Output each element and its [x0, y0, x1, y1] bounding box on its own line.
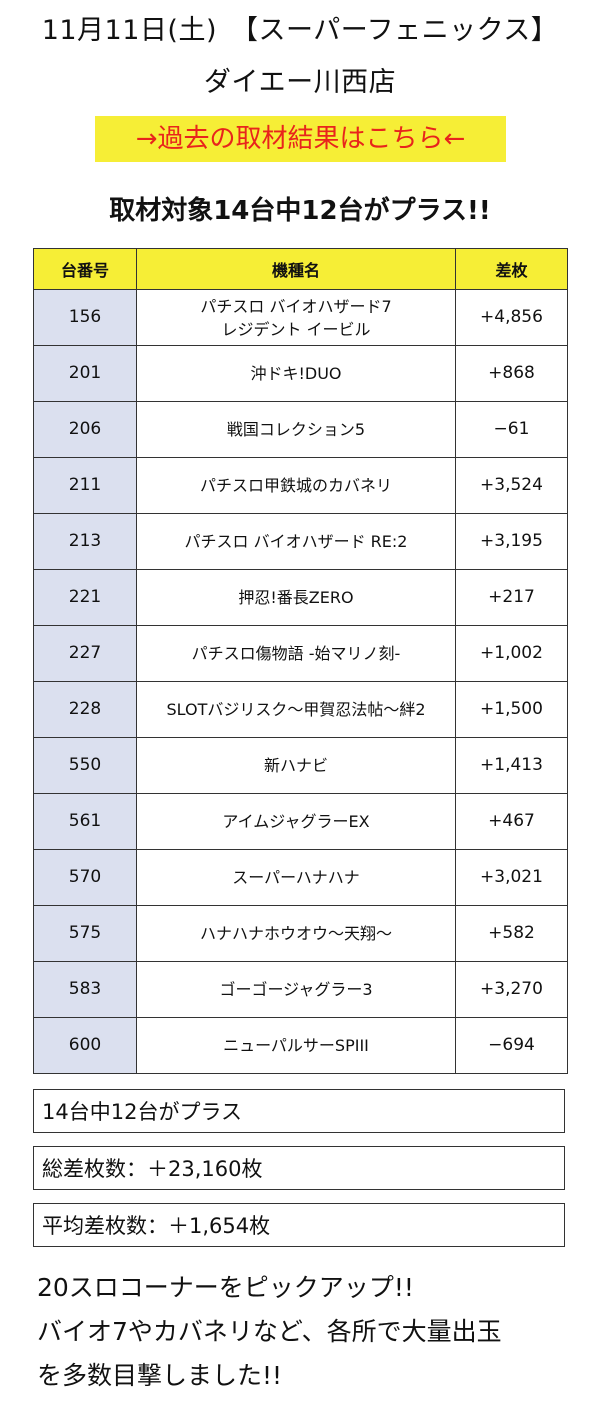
table-row: 213 パチスロ バイオハザード RE:2 +3,195: [33, 513, 568, 570]
diff-cell: +1,500: [455, 681, 568, 738]
comment-line: バイオ7やカバネリなど、各所で大量出玉: [37, 1317, 502, 1346]
machine-name-cell: ニューパルサーSPIII: [136, 1017, 456, 1074]
machine-name-cell: アイムジャグラーEX: [136, 793, 456, 850]
summary-heading: 取材対象14台中12台がプラス!!: [109, 196, 491, 226]
table-row: 228 SLOTバジリスク～甲賀忍法帖～絆2 +1,500: [33, 681, 568, 738]
machine-name-cell: スーパーハナハナ: [136, 849, 456, 906]
machine-name-cell: 押忍!番長ZERO: [136, 569, 456, 626]
results-table: 台番号 機種名 差枚 156 パチスロ バイオハザード7 レジデント イービル +4…: [33, 248, 568, 1074]
diff-cell: +3,195: [455, 513, 568, 570]
machine-name-cell: パチスロ傷物語 -始マリノ刻-: [136, 625, 456, 682]
table-row: 211 パチスロ甲鉄城のカバネリ +3,524: [33, 457, 568, 514]
machine-name-cell: パチスロ バイオハザード7 レジデント イービル: [136, 289, 456, 346]
table-row: 206 戦国コレクション5 −61: [33, 401, 568, 458]
table-row: 570 スーパーハナハナ +3,021: [33, 849, 568, 906]
machine-number-cell: 561: [33, 793, 137, 850]
diff-cell: +3,524: [455, 457, 568, 514]
diff-cell: +467: [455, 793, 568, 850]
machine-number-cell: 213: [33, 513, 137, 570]
machine-number-cell: 570: [33, 849, 137, 906]
machine-number-cell: 206: [33, 401, 137, 458]
page-title-date-store: 11月11日(土) 【スーパーフェニックス】: [41, 15, 559, 46]
total-diff-box: 総差枚数：＋23,160枚: [33, 1146, 565, 1190]
machine-name-cell: 新ハナビ: [136, 737, 456, 794]
table-row: 600 ニューパルサーSPIII −694: [33, 1017, 568, 1074]
machine-number-cell: 583: [33, 961, 137, 1018]
machine-number-cell: 156: [33, 289, 137, 346]
page-title-branch: ダイエー川西店: [203, 67, 397, 98]
table-row: 575 ハナハナホウオウ～天翔～ +582: [33, 905, 568, 962]
diff-cell: +1,002: [455, 625, 568, 682]
plus-count-box: 14台中12台がプラス: [33, 1089, 565, 1133]
average-diff-box: 平均差枚数：＋1,654枚: [33, 1203, 565, 1247]
machine-number-cell: 550: [33, 737, 137, 794]
table-row: 583 ゴーゴージャグラー3 +3,270: [33, 961, 568, 1018]
table-row: 156 パチスロ バイオハザード7 レジデント イービル +4,856: [33, 289, 568, 346]
machine-number-cell: 211: [33, 457, 137, 514]
past-results-link-button[interactable]: →過去の取材結果はこちら←: [95, 116, 506, 162]
column-header-number: 台番号: [33, 248, 137, 290]
machine-name-cell: 沖ドキ!DUO: [136, 345, 456, 402]
table-header-row: 台番号 機種名 差枚: [33, 248, 568, 290]
column-header-machine: 機種名: [136, 248, 456, 290]
table-row: 561 アイムジャグラーEX +467: [33, 793, 568, 850]
diff-cell: +1,413: [455, 737, 568, 794]
machine-name-cell: SLOTバジリスク～甲賀忍法帖～絆2: [136, 681, 456, 738]
machine-name-cell: パチスロ甲鉄城のカバネリ: [136, 457, 456, 514]
comment-line: 20スロコーナーをピックアップ!!: [37, 1273, 414, 1302]
diff-cell: +3,021: [455, 849, 568, 906]
diff-cell: +868: [455, 345, 568, 402]
machine-name-cell: ゴーゴージャグラー3: [136, 961, 456, 1018]
machine-number-cell: 575: [33, 905, 137, 962]
machine-number-cell: 228: [33, 681, 137, 738]
table-row: 227 パチスロ傷物語 -始マリノ刻- +1,002: [33, 625, 568, 682]
machine-name-cell: ハナハナホウオウ～天翔～: [136, 905, 456, 962]
diff-cell: −61: [455, 401, 568, 458]
diff-cell: −694: [455, 1017, 568, 1074]
diff-cell: +3,270: [455, 961, 568, 1018]
machine-name-cell: パチスロ バイオハザード RE:2: [136, 513, 456, 570]
machine-number-cell: 201: [33, 345, 137, 402]
comment-text: 20スロコーナーをピックアップ!! バイオ7やカバネリなど、各所で大量出玉 を多…: [37, 1266, 577, 1398]
comment-line: を多数目撃しました!!: [37, 1361, 283, 1390]
machine-name-cell: 戦国コレクション5: [136, 401, 456, 458]
table-row: 221 押忍!番長ZERO +217: [33, 569, 568, 626]
diff-cell: +217: [455, 569, 568, 626]
table-row: 201 沖ドキ!DUO +868: [33, 345, 568, 402]
table-row: 550 新ハナビ +1,413: [33, 737, 568, 794]
diff-cell: +4,856: [455, 289, 568, 346]
column-header-diff: 差枚: [455, 248, 568, 290]
machine-number-cell: 227: [33, 625, 137, 682]
machine-number-cell: 600: [33, 1017, 137, 1074]
diff-cell: +582: [455, 905, 568, 962]
machine-number-cell: 221: [33, 569, 137, 626]
